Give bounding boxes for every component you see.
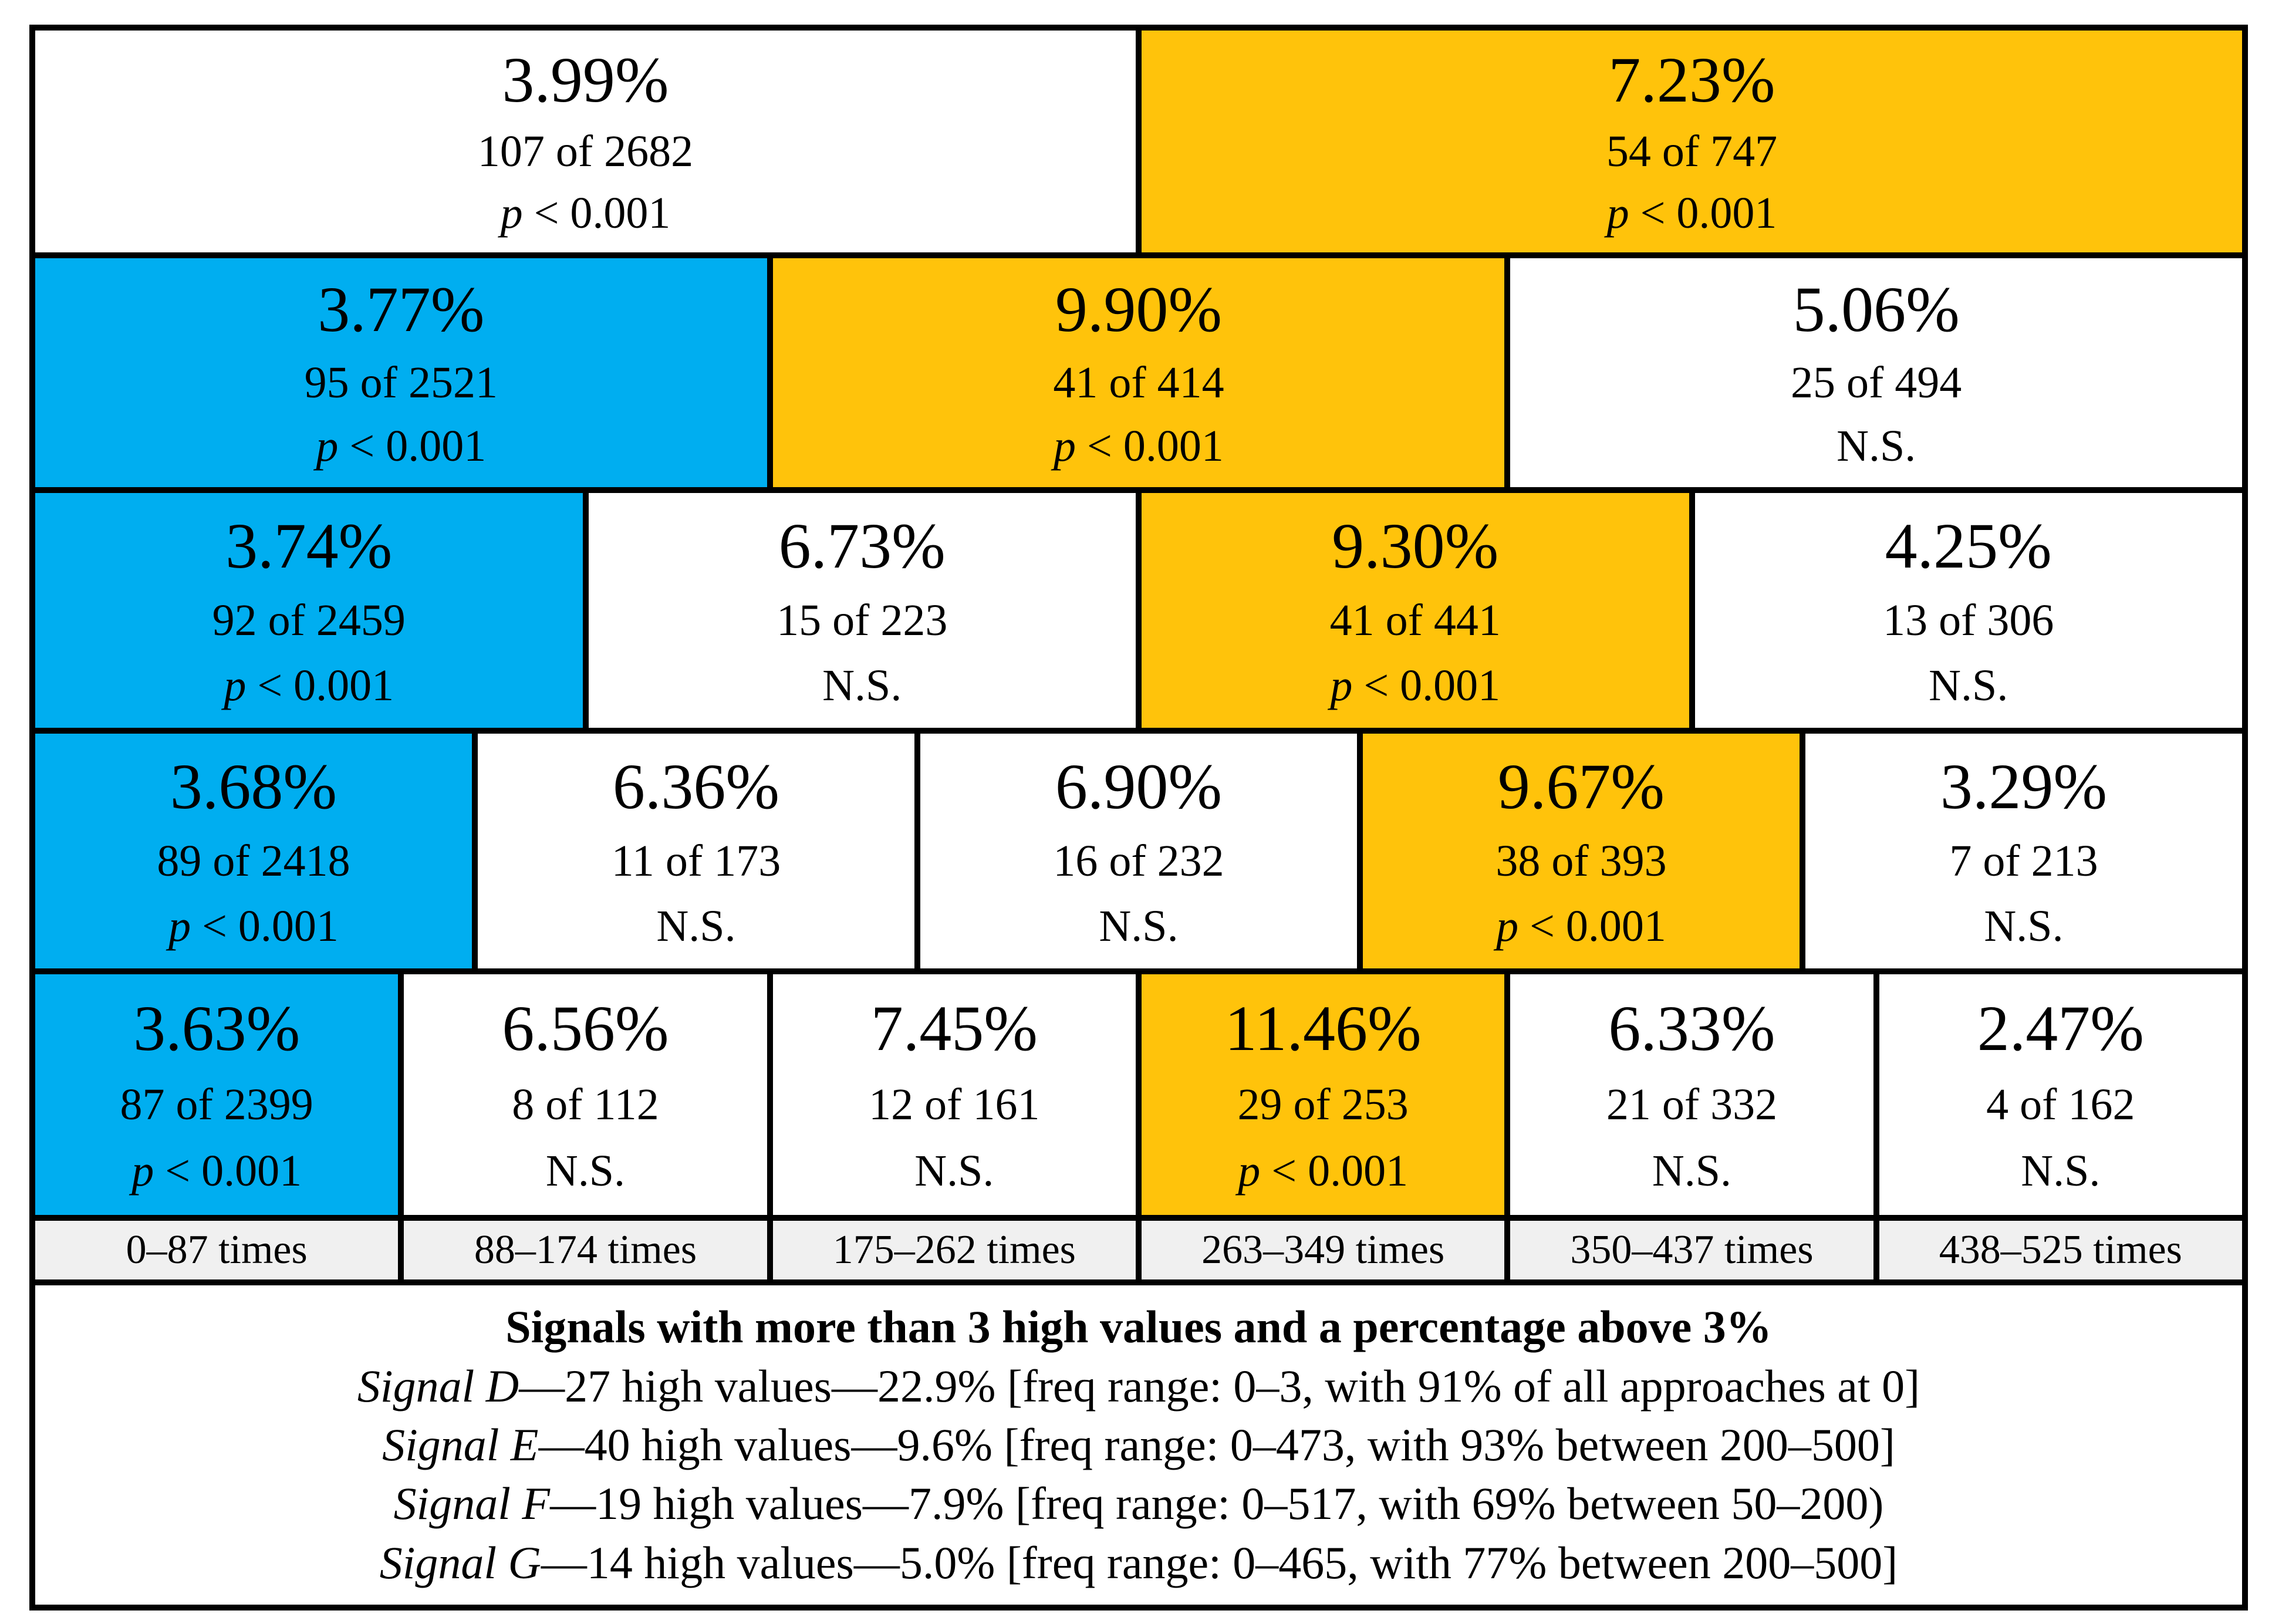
significance-value: N.S.	[914, 1146, 994, 1196]
significance-value: N.S.	[1652, 1146, 1732, 1196]
frequency-row-4: 3.68% 89 of 2418 p < 0.001 6.36% 11 of 1…	[35, 734, 2242, 968]
cell-r1c1: 3.99% 107 of 2682 p < 0.001	[35, 31, 1136, 252]
percent-value: 6.90%	[1055, 750, 1223, 822]
count-value: 16 of 232	[1053, 836, 1224, 886]
percent-value: 6.36%	[612, 750, 780, 822]
count-value: 8 of 112	[512, 1080, 659, 1129]
cell-r4c1: 3.68% 89 of 2418 p < 0.001	[35, 734, 472, 968]
cell-r2c2: 9.90% 41 of 414 p < 0.001	[772, 258, 1505, 487]
percent-value: 9.30%	[1332, 509, 1499, 582]
cell-r5c5: 6.33% 21 of 332 N.S.	[1510, 974, 1873, 1215]
cell-r3c3: 9.30% 41 of 441 p < 0.001	[1142, 493, 1689, 728]
frequency-row-3: 3.74% 92 of 2459 p < 0.001 6.73% 15 of 2…	[35, 493, 2242, 728]
percent-value: 6.73%	[778, 509, 946, 582]
count-value: 25 of 494	[1791, 358, 1962, 407]
count-value: 21 of 332	[1606, 1080, 1778, 1129]
count-value: 92 of 2459	[212, 596, 406, 645]
frequency-row-2: 3.77% 95 of 2521 p < 0.001 9.90% 41 of 4…	[35, 258, 2242, 487]
bin-label-1: 0–87 times	[35, 1221, 399, 1279]
signal-e-note: Signal E—40 high values—9.6% [freq range…	[382, 1419, 1895, 1470]
percent-value: 3.74%	[225, 509, 393, 582]
frequency-row-1: 3.99% 107 of 2682 p < 0.001 7.23% 54 of …	[35, 31, 2242, 252]
cell-r4c3: 6.90% 16 of 232 N.S.	[920, 734, 1357, 968]
count-value: 12 of 161	[869, 1080, 1040, 1129]
percent-value: 5.06%	[1792, 274, 1960, 345]
significance-value: p < 0.001	[224, 660, 394, 710]
percent-value: 2.47%	[1977, 992, 2144, 1064]
percent-value: 3.68%	[170, 750, 337, 822]
bin-label-5: 350–437 times	[1510, 1221, 1873, 1279]
count-value: 95 of 2521	[304, 358, 498, 407]
cell-r5c4: 11.46% 29 of 253 p < 0.001	[1141, 974, 1505, 1215]
percent-value: 9.90%	[1055, 274, 1223, 345]
significance-value: N.S.	[1984, 901, 2064, 951]
percent-value: 7.45%	[870, 992, 1038, 1064]
significance-value: N.S.	[656, 901, 736, 951]
percent-value: 3.99%	[502, 44, 669, 116]
bin-label-row: 0–87 times 88–174 times 175–262 times 26…	[35, 1221, 2242, 1279]
count-value: 107 of 2682	[477, 127, 694, 176]
count-value: 13 of 306	[1883, 596, 2054, 645]
count-value: 11 of 173	[611, 836, 781, 886]
cell-r4c2: 6.36% 11 of 173 N.S.	[478, 734, 914, 968]
cell-r5c2: 6.56% 8 of 112 N.S.	[404, 974, 767, 1215]
percent-value: 6.56%	[502, 992, 669, 1064]
cell-r3c2: 6.73% 15 of 223 N.S.	[588, 493, 1136, 728]
count-value: 89 of 2418	[157, 836, 350, 886]
percent-value: 4.25%	[1885, 509, 2052, 582]
significance-value: N.S.	[822, 660, 902, 710]
cell-r3c4: 4.25% 13 of 306 N.S.	[1694, 493, 2242, 728]
significance-value: p < 0.001	[1054, 421, 1224, 471]
significance-value: p < 0.001	[1496, 901, 1666, 951]
significance-value: N.S.	[2021, 1146, 2101, 1196]
significance-value: N.S.	[1099, 901, 1179, 951]
bin-label-2: 88–174 times	[404, 1221, 767, 1279]
summary-note: Signals with more than 3 high values and…	[35, 1285, 2242, 1605]
count-value: 4 of 162	[1986, 1080, 2135, 1129]
signal-f-note: Signal F—19 high values—7.9% [freq range…	[393, 1478, 1884, 1530]
cell-r5c6: 2.47% 4 of 162 N.S.	[1879, 974, 2242, 1215]
percent-value: 7.23%	[1608, 44, 1775, 116]
count-value: 7 of 213	[1949, 836, 2098, 886]
summary-title: Signals with more than 3 high values and…	[505, 1301, 1772, 1353]
bin-label-6: 438–525 times	[1879, 1221, 2242, 1279]
percent-value: 3.63%	[133, 992, 301, 1064]
signal-g-note: Signal G—14 high values—5.0% [freq range…	[379, 1537, 1898, 1588]
cell-r2c1: 3.77% 95 of 2521 p < 0.001	[35, 258, 767, 487]
cell-r4c5: 3.29% 7 of 213 N.S.	[1805, 734, 2242, 968]
percent-value: 3.77%	[318, 274, 485, 345]
significance-value: N.S.	[545, 1146, 626, 1196]
frequency-row-5: 3.63% 87 of 2399 p < 0.001 6.56% 8 of 11…	[35, 974, 2242, 1215]
count-value: 15 of 223	[777, 596, 948, 645]
significance-value: p < 0.001	[500, 188, 671, 238]
count-value: 54 of 747	[1606, 127, 1778, 176]
significance-value: p < 0.001	[168, 901, 339, 951]
significance-value: p < 0.001	[131, 1146, 302, 1196]
significance-value: p < 0.001	[1238, 1146, 1409, 1196]
significance-value: p < 0.001	[1606, 188, 1777, 238]
count-value: 41 of 441	[1329, 596, 1501, 645]
significance-value: p < 0.001	[316, 421, 487, 471]
bin-label-4: 263–349 times	[1141, 1221, 1505, 1279]
percent-value: 3.29%	[1940, 750, 2108, 822]
signal-d-note: Signal D—27 high values—22.9% [freq rang…	[357, 1360, 1920, 1412]
percent-value: 11.46%	[1224, 992, 1422, 1064]
significance-value: p < 0.001	[1330, 660, 1501, 710]
significance-value: N.S.	[1929, 660, 2008, 710]
cell-r2c3: 5.06% 25 of 494 N.S.	[1510, 258, 2242, 487]
count-value: 38 of 393	[1495, 836, 1667, 886]
cell-r1c2: 7.23% 54 of 747 p < 0.001	[1142, 31, 2242, 252]
count-value: 87 of 2399	[120, 1080, 313, 1129]
cell-r5c1: 3.63% 87 of 2399 p < 0.001	[35, 974, 399, 1215]
percent-value: 9.67%	[1497, 750, 1665, 822]
count-value: 29 of 253	[1237, 1080, 1409, 1129]
significance-value: N.S.	[1836, 421, 1916, 471]
bin-label-3: 175–262 times	[772, 1221, 1136, 1279]
count-value: 41 of 414	[1053, 358, 1224, 407]
cell-r4c4: 9.67% 38 of 393 p < 0.001	[1363, 734, 1800, 968]
cell-r5c3: 7.45% 12 of 161 N.S.	[772, 974, 1136, 1215]
frequency-percentage-table: 3.99% 107 of 2682 p < 0.001 7.23% 54 of …	[29, 25, 2248, 1611]
cell-r3c1: 3.74% 92 of 2459 p < 0.001	[35, 493, 583, 728]
percent-value: 6.33%	[1608, 992, 1775, 1064]
